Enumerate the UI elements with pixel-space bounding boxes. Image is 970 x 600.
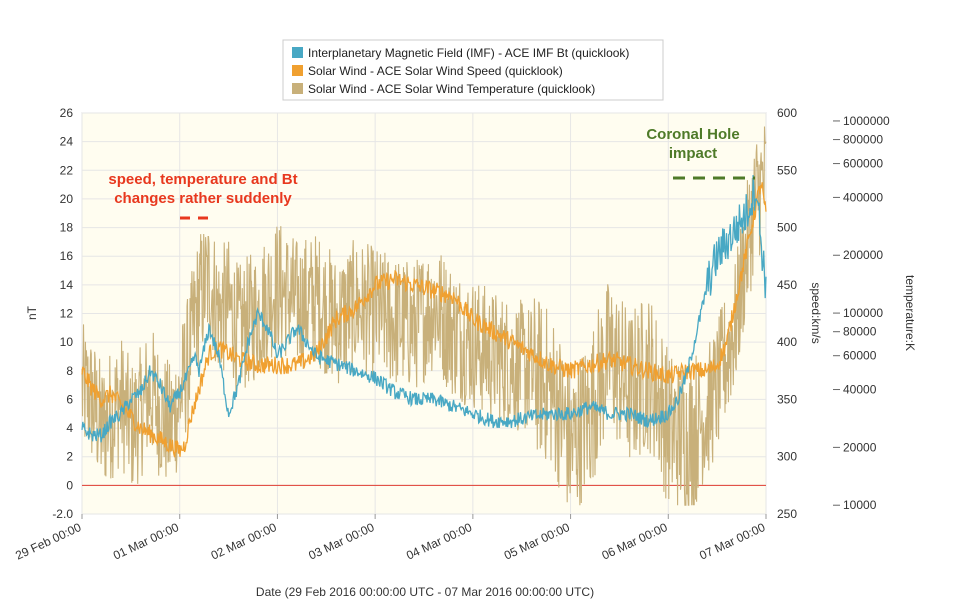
y-left-tick-label: 14 bbox=[60, 278, 74, 292]
y-right1-tick-label: 450 bbox=[777, 278, 797, 292]
x-axis-title: Date (29 Feb 2016 00:00:00 UTC - 07 Mar … bbox=[256, 585, 594, 599]
y-left-tick-label: 26 bbox=[60, 106, 74, 120]
y-right2-tick-label: 10000 bbox=[843, 498, 877, 512]
annotation-sudden-change-line-1: speed, temperature and Bt bbox=[108, 171, 297, 188]
y-left-tick-label: 4 bbox=[66, 421, 73, 435]
y-left-tick-label: 0 bbox=[66, 478, 73, 492]
legend-swatch bbox=[292, 65, 303, 76]
series-line-wind-speed bbox=[81, 182, 767, 458]
y-right1-tick-label: 600 bbox=[777, 106, 797, 120]
legend-swatch bbox=[292, 83, 303, 94]
y-right1-tick-label: 300 bbox=[777, 450, 797, 464]
y-left-tick-label: 22 bbox=[60, 163, 74, 177]
y-right2-tick-label: 40000 bbox=[843, 383, 877, 397]
y-right2-tick-label: 1000000 bbox=[843, 114, 890, 128]
y-right1-tick-label: 400 bbox=[777, 335, 797, 349]
legend-entry[interactable]: Solar Wind - ACE Solar Wind Speed (quick… bbox=[308, 64, 563, 78]
y-left-axis-title: nT bbox=[25, 305, 39, 320]
y-right2-axis-title: temperature:K bbox=[903, 275, 917, 351]
x-tick-label: 05 Mar 00:00 bbox=[502, 520, 572, 563]
y-right2-tick-label: 80000 bbox=[843, 325, 877, 339]
y-left-tick-label: 2 bbox=[66, 450, 73, 464]
y-left-tick-label: 24 bbox=[60, 135, 74, 149]
annotation-coronal-hole-line-1: Coronal Hole bbox=[646, 126, 739, 143]
x-tick-label: 03 Mar 00:00 bbox=[306, 520, 376, 563]
legend[interactable]: Interplanetary Magnetic Field (IMF) - AC… bbox=[282, 39, 664, 101]
legend-entry[interactable]: Solar Wind - ACE Solar Wind Temperature … bbox=[308, 82, 595, 96]
annotation-coronal-hole-line-2: impact bbox=[669, 145, 717, 162]
y-right2-ticks: 1000000 800000 600000 400000 200000 100000 800… bbox=[833, 114, 890, 512]
y-right1-tick-label: 350 bbox=[777, 392, 797, 406]
y-left-tick-label: 18 bbox=[60, 221, 74, 235]
x-tick-label: 02 Mar 00:00 bbox=[209, 520, 279, 563]
y-right2-tick-label: 60000 bbox=[843, 349, 877, 363]
y-right1-tick-label: 550 bbox=[777, 163, 797, 177]
y-left-tick-label: -2.0 bbox=[52, 507, 73, 521]
y-right2-tick-label: 200000 bbox=[843, 248, 883, 262]
y-right1-tick-label: 500 bbox=[777, 221, 797, 235]
legend-swatch bbox=[292, 47, 303, 58]
y-right2-tick-label: 400000 bbox=[843, 190, 883, 204]
y-right2-tick-label: 100000 bbox=[843, 306, 883, 320]
y-right1-tick-label: 250 bbox=[777, 507, 797, 521]
series-layer bbox=[81, 126, 767, 506]
x-tick-label: 01 Mar 00:00 bbox=[111, 520, 181, 563]
y-left-tick-label: 12 bbox=[60, 307, 74, 321]
y-right2-tick-label: 600000 bbox=[843, 157, 883, 171]
x-ticks: 29 Feb 00:00 01 Mar 00:00 02 Mar 00:00 03 M… bbox=[13, 514, 768, 563]
y-left-tick-label: 8 bbox=[66, 364, 73, 378]
y-right1-ticks: 600 550 500 450 400 350 300 250 bbox=[777, 106, 797, 521]
x-tick-label: 07 Mar 00:00 bbox=[697, 520, 767, 563]
y-left-tick-label: 10 bbox=[60, 335, 74, 349]
legend-box bbox=[282, 39, 664, 101]
y-left-tick-label: 20 bbox=[60, 192, 74, 206]
series-line-imf-bt bbox=[81, 175, 767, 443]
legend-entry[interactable]: Interplanetary Magnetic Field (IMF) - AC… bbox=[308, 46, 629, 60]
annotation-sudden-change-line-2: changes rather suddenly bbox=[114, 190, 292, 207]
y-right1-axis-title: speed:km/s bbox=[809, 282, 823, 343]
y-left-tick-label: 16 bbox=[60, 249, 74, 263]
y-left-tick-label: 6 bbox=[66, 392, 73, 406]
x-tick-label: 04 Mar 00:00 bbox=[404, 520, 474, 563]
annotation-sudden-change: speed, temperature and Bt changes rather… bbox=[108, 171, 298, 220]
x-tick-label: 06 Mar 00:00 bbox=[600, 520, 670, 563]
y-right2-tick-label: 800000 bbox=[843, 133, 883, 147]
series-line-wind-temperature bbox=[81, 126, 767, 506]
y-right2-tick-label: 20000 bbox=[843, 440, 877, 454]
x-tick-label: 29 Feb 00:00 bbox=[13, 520, 83, 563]
annotation-coronal-hole: Coronal Hole impact bbox=[646, 126, 755, 180]
